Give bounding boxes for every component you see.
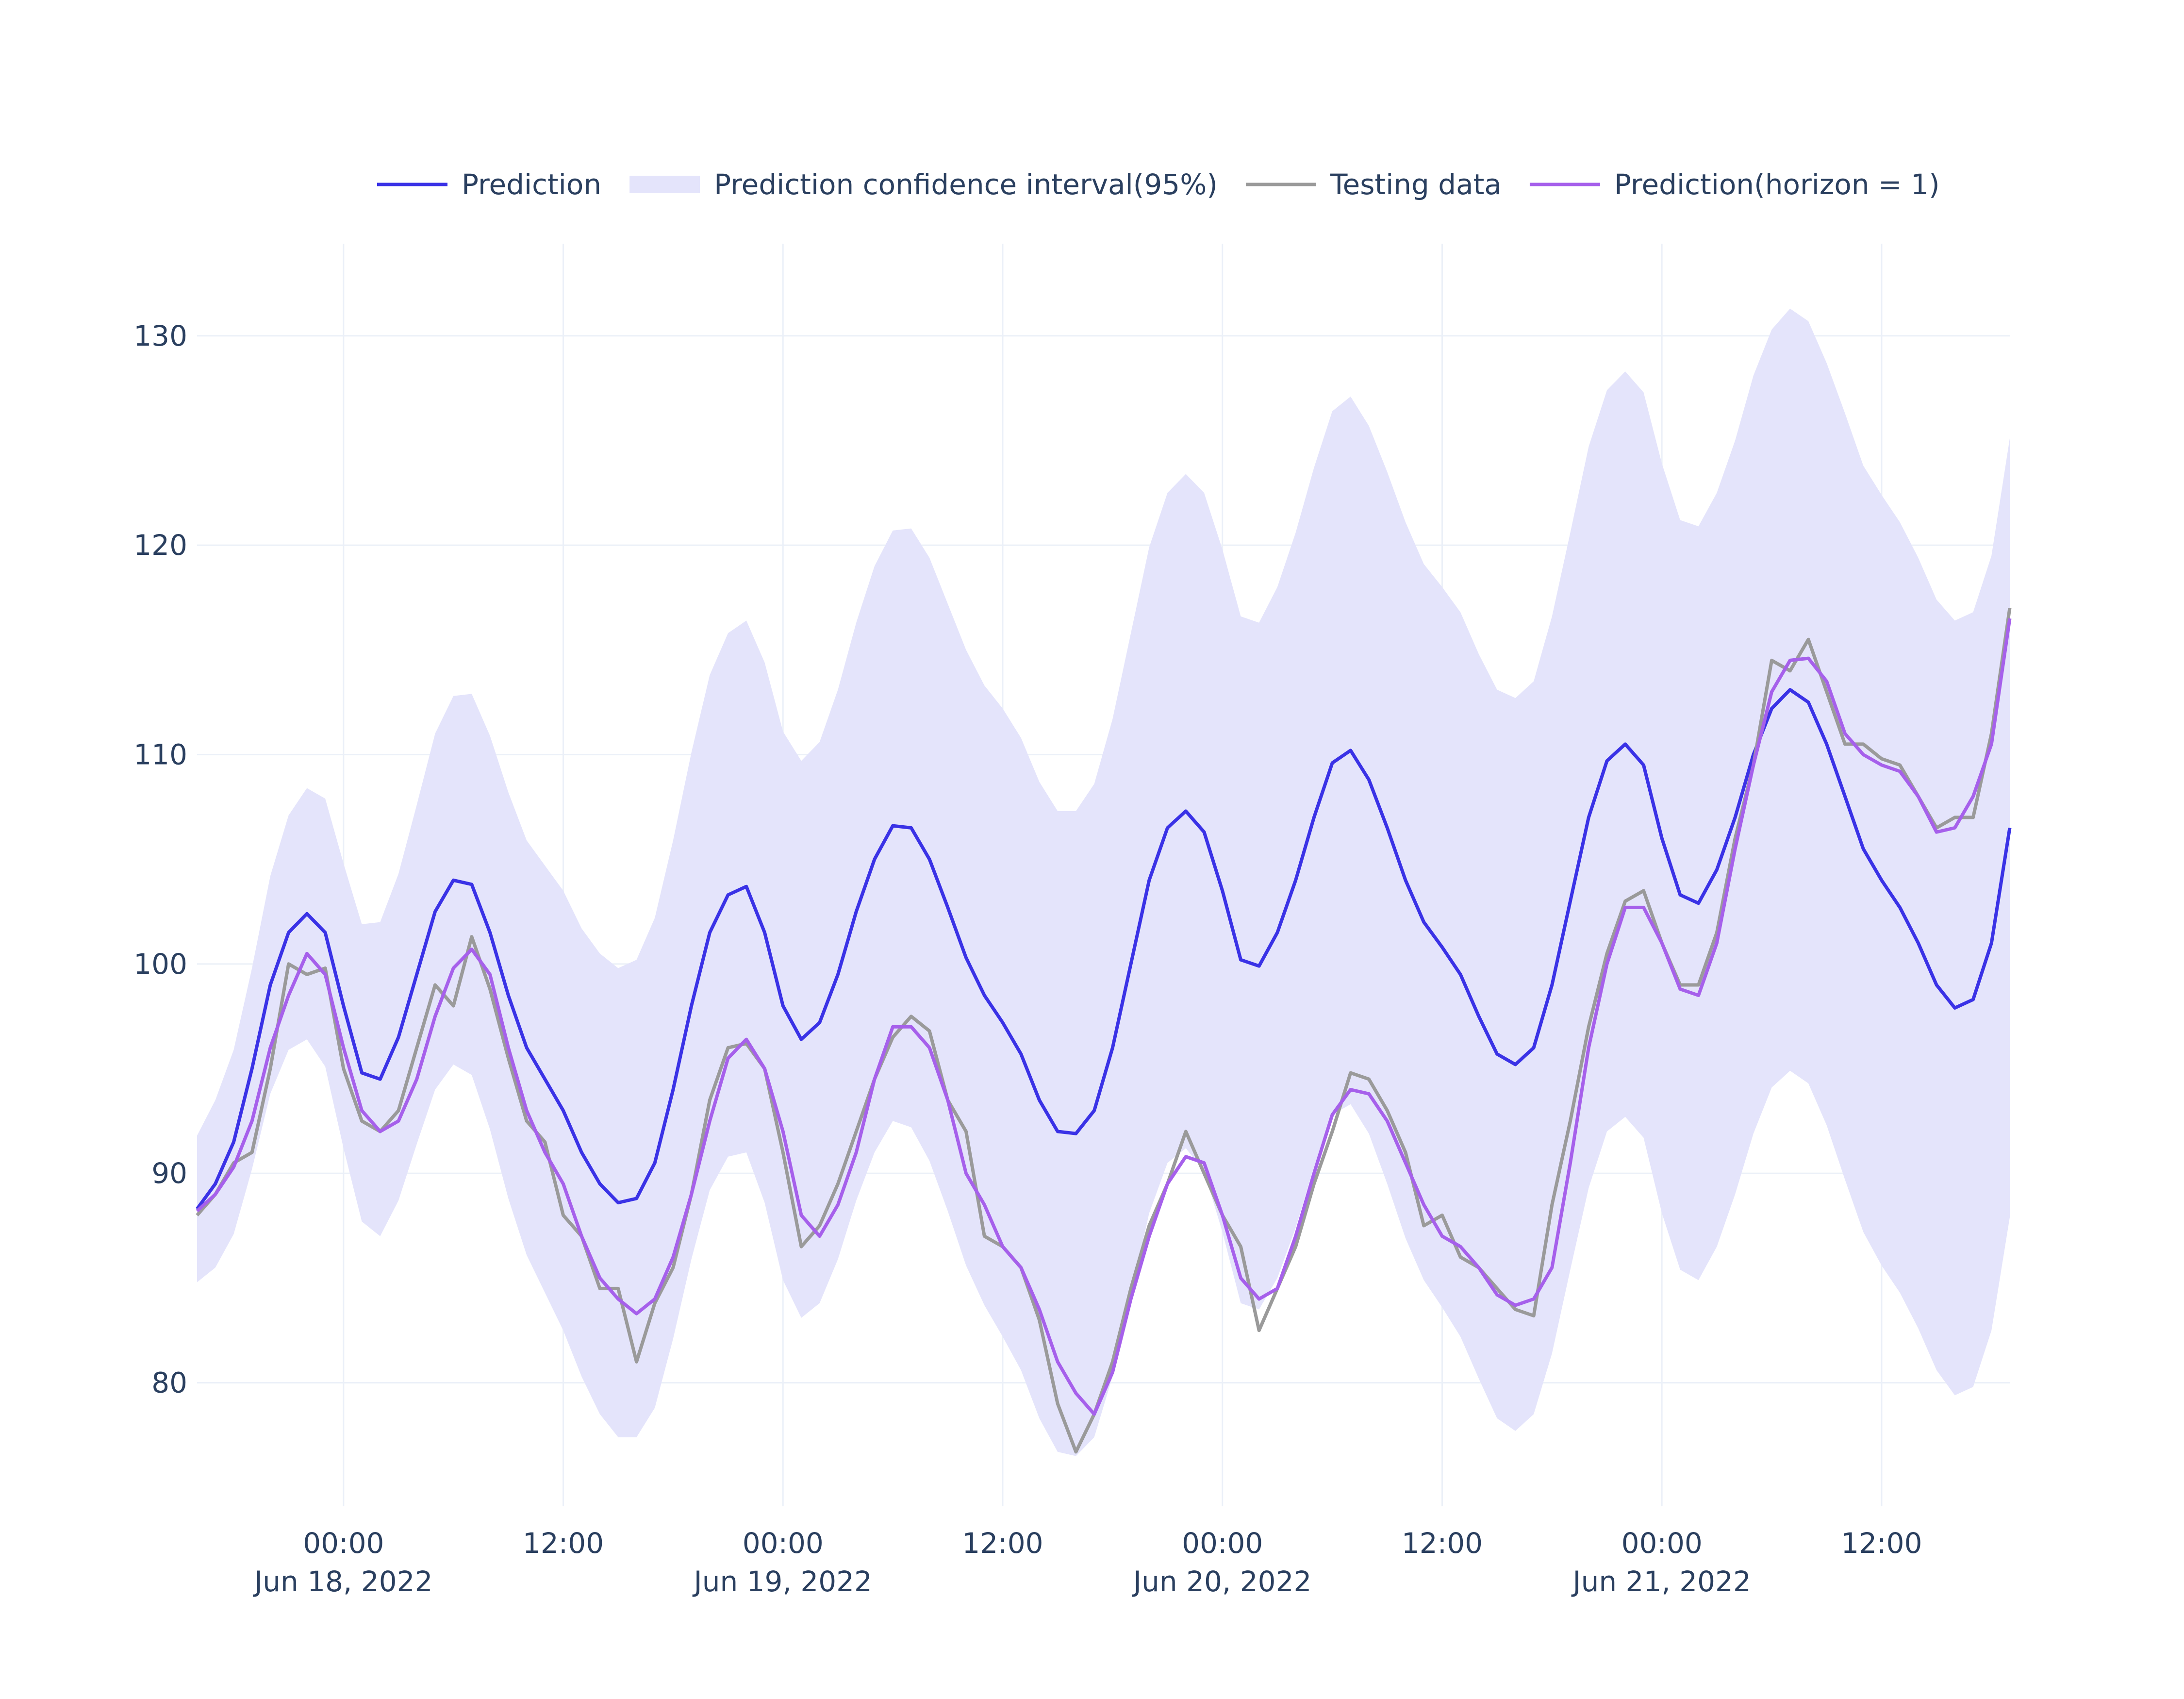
y-tick-label: 130: [133, 319, 187, 352]
legend-swatch: [629, 176, 700, 193]
series-line: [196, 688, 2012, 1210]
y-tick-label: 120: [133, 529, 187, 562]
legend-label: Prediction(horizon = 1): [1614, 168, 1940, 201]
legend-label: Testing data: [1330, 168, 1502, 201]
legend: Prediction Prediction confidence interval…: [377, 168, 1940, 201]
x-tick-label: 12:00: [523, 1527, 604, 1560]
x-tick-label: 12:00: [962, 1527, 1043, 1560]
y-tick-label: 100: [133, 948, 187, 981]
x-tick-label: 00:00 Jun 21, 2022: [1572, 1527, 1751, 1598]
series-line: [196, 607, 2012, 1454]
legend-label: Prediction confidence interval(95%): [714, 168, 1218, 201]
y-tick-label: 80: [151, 1366, 187, 1399]
x-tick-label: 12:00: [1841, 1527, 1922, 1560]
axes: 80 90 100 110 120 130 00:00 Jun 18, 2022 12:00 00…: [133, 319, 1922, 1598]
series-line: [196, 618, 2012, 1416]
y-tick-label: 110: [133, 738, 187, 771]
x-tick-label: 12:00: [1402, 1527, 1483, 1560]
legend-label: Prediction: [462, 168, 601, 201]
y-tick-label: 90: [151, 1157, 187, 1190]
x-tick-label: 00:00 Jun 18, 2022: [253, 1527, 432, 1598]
x-tick-label: 00:00 Jun 20, 2022: [1132, 1527, 1311, 1598]
x-tick-label: 00:00 Jun 19, 2022: [693, 1527, 872, 1598]
lines: [196, 607, 2012, 1454]
